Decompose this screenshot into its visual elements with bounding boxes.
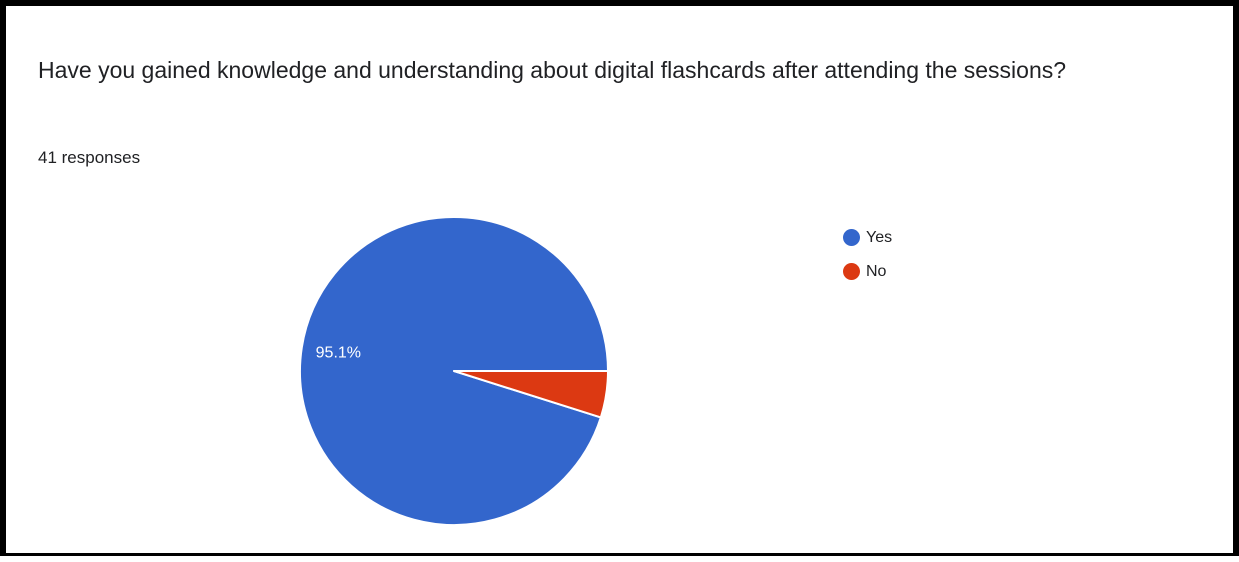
response-count: 41 responses [38,148,141,167]
legend-swatch-no [843,263,860,280]
legend-label-no: No [866,262,887,280]
pie-slice-no[interactable] [453,370,609,419]
legend-item-yes[interactable]: Yes [843,225,892,250]
slice-label-yes: 95.1% [316,344,361,361]
legend-label-yes: Yes [866,228,893,246]
legend-item-no[interactable]: No [843,259,892,284]
chart-legend: Yes No [843,225,892,293]
pie-chart: 95.1% [299,216,609,526]
question-title: Have you gained knowledge and understand… [38,57,1067,83]
legend-swatch-yes [843,229,860,246]
